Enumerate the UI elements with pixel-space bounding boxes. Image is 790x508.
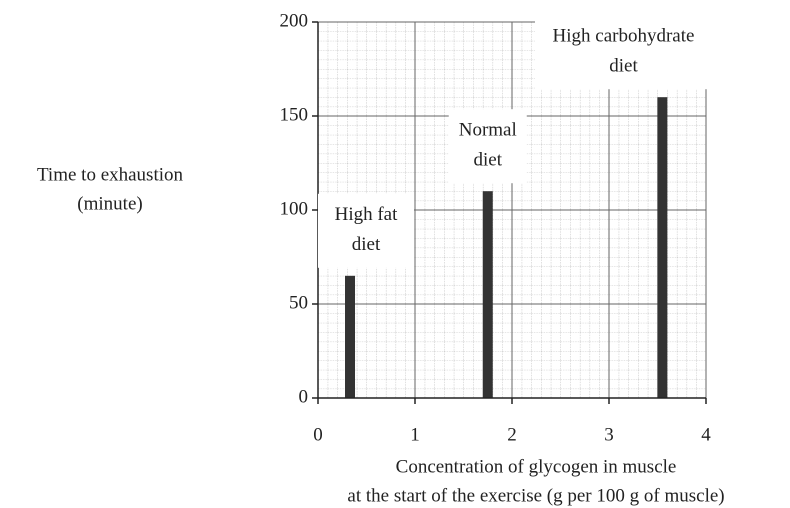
bar [482, 191, 493, 398]
y-axis-label: Time to exhaustion [37, 164, 184, 185]
bar-label: Normal [459, 120, 517, 141]
x-tick-label: 0 [313, 424, 323, 445]
y-axis-label: (minute) [77, 193, 142, 214]
label-box [318, 193, 414, 268]
y-tick-label: 150 [280, 104, 309, 125]
bar-label: High fat [335, 204, 399, 225]
x-tick-label: 2 [507, 424, 517, 445]
x-tick-label: 3 [604, 424, 614, 445]
bar-label: diet [352, 234, 381, 255]
y-tick-label: 100 [280, 198, 309, 219]
bar-label: High carbohydrate [553, 26, 695, 47]
label-box [448, 109, 527, 184]
y-tick-label: 0 [299, 386, 309, 407]
label-box [535, 15, 712, 90]
x-tick-label: 4 [701, 424, 711, 445]
x-axis-label: at the start of the exercise (g per 100 … [347, 485, 724, 506]
bar [657, 97, 668, 398]
bar [345, 275, 356, 398]
bar-label: diet [609, 56, 638, 77]
y-tick-label: 200 [280, 10, 309, 31]
bar-label: diet [474, 150, 503, 171]
x-axis-label: Concentration of glycogen in muscle [396, 456, 677, 477]
x-tick-label: 1 [410, 424, 420, 445]
y-tick-label: 50 [289, 292, 308, 313]
